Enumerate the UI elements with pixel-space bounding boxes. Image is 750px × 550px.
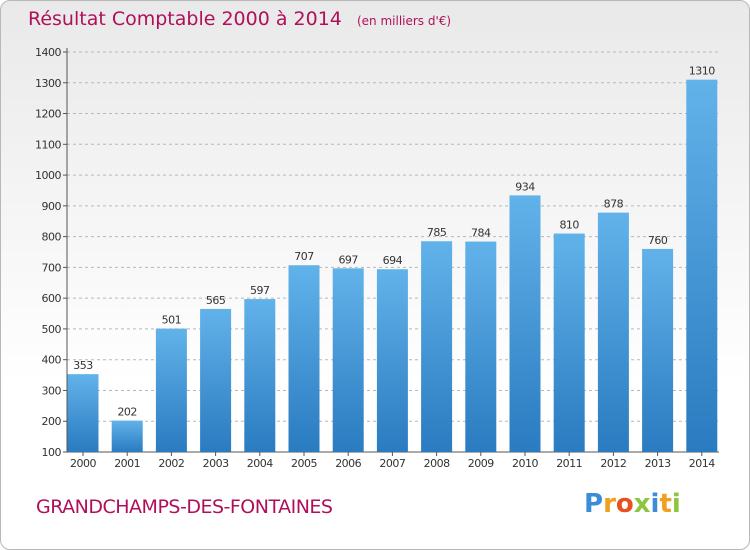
logo-letter: P [584, 489, 604, 519]
x-tick-label: 2013 [645, 457, 671, 470]
bar [421, 241, 453, 452]
value-label: 934 [515, 180, 535, 193]
bar [553, 233, 585, 452]
x-tick-label: 2007 [379, 457, 405, 470]
x-tick-label: 2005 [291, 457, 317, 470]
value-label: 785 [427, 226, 447, 239]
bar [686, 79, 718, 452]
x-tick-label: 2001 [114, 457, 140, 470]
x-tick-label: 2009 [468, 457, 494, 470]
labels: 100 200 300 400 500 600 700 800 900 1000 1100 1200 1… [35, 46, 716, 470]
value-label: 878 [604, 198, 624, 211]
x-tick-label: 2010 [512, 457, 538, 470]
x-tick-label: 2011 [556, 457, 582, 470]
y-tick-label: 900 [42, 200, 62, 213]
bar [465, 241, 497, 452]
bar [376, 269, 408, 452]
value-label: 694 [383, 254, 403, 267]
x-tick-label: 2008 [424, 457, 450, 470]
logo-letter: t [659, 489, 672, 519]
bar [244, 299, 276, 452]
value-label: 784 [471, 227, 491, 240]
y-tick-label: 800 [42, 231, 62, 244]
y-tick-label: 1100 [35, 138, 61, 151]
y-tick-label: 100 [42, 446, 62, 459]
value-label: 597 [250, 284, 270, 297]
value-label: 707 [294, 250, 314, 263]
value-label: 353 [73, 359, 93, 372]
x-tick-label: 2014 [689, 457, 715, 470]
value-label: 565 [206, 294, 226, 307]
chart-subtitle: (en milliers d'€) [356, 14, 452, 28]
bar [67, 374, 99, 452]
bar [509, 195, 541, 452]
bar [200, 308, 232, 452]
commune-name: GRANDCHAMPS-DES-FONTAINES [36, 496, 333, 518]
y-tick-label: 500 [42, 323, 62, 336]
chart-title: Résultat Comptable 2000 à 2014 [28, 8, 342, 30]
logo-letter: i [650, 489, 660, 519]
y-tick-label: 1200 [35, 108, 61, 121]
bar [597, 212, 629, 452]
bar [111, 420, 143, 452]
y-tick-label: 200 [42, 415, 62, 428]
logo-letter: o [615, 489, 634, 519]
proxiti-logo[interactable]: Proxiti [584, 489, 681, 519]
bar [332, 268, 364, 452]
value-label: 202 [117, 406, 137, 419]
bar [642, 248, 674, 452]
title-row: Résultat Comptable 2000 à 2014 (en milli… [28, 8, 451, 30]
value-label: 1310 [689, 65, 715, 78]
bar [155, 328, 187, 452]
logo-letter: x [633, 489, 651, 519]
y-tick-label: 1400 [35, 46, 61, 59]
y-tick-label: 1000 [35, 169, 61, 182]
value-label: 760 [648, 234, 668, 247]
y-tick-label: 1300 [35, 77, 61, 90]
x-tick-label: 2003 [203, 457, 229, 470]
x-tick-label: 2002 [158, 457, 184, 470]
y-tick-label: 700 [42, 261, 62, 274]
x-tick-label: 2006 [335, 457, 361, 470]
bar [288, 265, 320, 452]
y-tick-label: 400 [42, 354, 62, 367]
value-label: 810 [559, 219, 579, 232]
logo-letter: r [603, 489, 616, 519]
x-tick-label: 2012 [600, 457, 626, 470]
value-label: 501 [162, 314, 182, 327]
value-label: 697 [338, 253, 358, 266]
y-tick-label: 300 [42, 384, 62, 397]
bars [67, 79, 718, 452]
logo-letter: i [671, 489, 681, 519]
x-tick-label: 2004 [247, 457, 273, 470]
y-tick-label: 600 [42, 292, 62, 305]
x-tick-label: 2000 [70, 457, 96, 470]
